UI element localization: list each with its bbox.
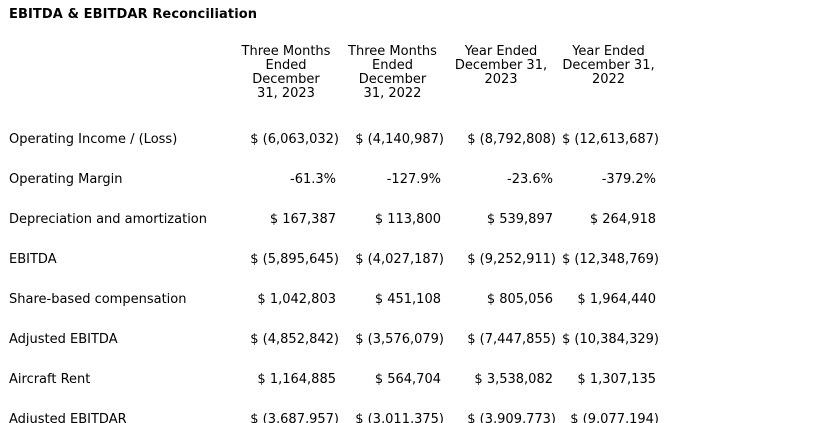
- table-row: Depreciation and amortization $ 167,387 $ …: [9, 199, 660, 239]
- row-label: EBITDA: [9, 251, 57, 267]
- cell-value: $ (4,852,842): [250, 331, 339, 347]
- cell-value: -379.2%: [601, 171, 656, 187]
- cell-value: $ 1,964,440: [577, 291, 656, 307]
- corner-cell: [9, 45, 232, 119]
- column-header-0: Three Months Ended December 31, 2023: [241, 44, 331, 101]
- table-row: Adjusted EBITDA $ (4,852,842) $ (3,576,079…: [9, 319, 660, 359]
- cell-value: -127.9%: [386, 171, 441, 187]
- table-row: Operating Margin -61.3% -127.9% -23.6% -379.…: [9, 159, 660, 199]
- cell-value: $ (8,792,808): [467, 131, 556, 147]
- column-header-1: Three Months Ended December 31, 2022: [348, 44, 437, 101]
- cell-value: $ (12,613,687): [562, 131, 659, 147]
- cell-value: $ (6,063,032): [250, 131, 339, 147]
- row-label: Aircraft Rent: [9, 371, 91, 387]
- page-title: EBITDA & EBITDAR Reconciliation: [9, 7, 258, 22]
- cell-value: $ 113,800: [374, 211, 441, 227]
- reconciliation-table: Three Months Ended December 31, 2023 Thre…: [9, 45, 660, 423]
- column-header-3: Year Ended December 31, 2022: [562, 44, 655, 87]
- table-body: Operating Income / (Loss) $ (6,063,032) $ …: [9, 119, 660, 423]
- cell-value: $ (7,447,855): [467, 331, 556, 347]
- cell-value: $ (3,576,079): [355, 331, 444, 347]
- cell-value: $ (9,252,911): [467, 251, 556, 267]
- cell-value: $ 451,108: [374, 291, 441, 307]
- table-row: EBITDA $ (5,895,645) $ (4,027,187) $ (9,252…: [9, 239, 660, 279]
- cell-value: $ 805,056: [486, 291, 553, 307]
- cell-value: $ (4,140,987): [355, 131, 444, 147]
- row-label: Operating Margin: [9, 171, 123, 187]
- cell-value: $ (9,077,194): [570, 411, 659, 423]
- table-row: Adjusted EBITDAR $ (3,687,957) $ (3,011,37…: [9, 399, 660, 423]
- cell-value: $ 264,918: [589, 211, 656, 227]
- cell-value: $ (3,909,773): [467, 411, 556, 423]
- row-label: Adjusted EBITDAR: [9, 411, 127, 423]
- cell-value: $ (12,348,769): [562, 251, 659, 267]
- cell-value: $ 167,387: [269, 211, 336, 227]
- row-label: Depreciation and amortization: [9, 211, 207, 227]
- cell-value: $ (10,384,329): [562, 331, 659, 347]
- table-row: Operating Income / (Loss) $ (6,063,032) $ …: [9, 119, 660, 159]
- cell-value: $ 539,897: [486, 211, 553, 227]
- table-row: Aircraft Rent $ 1,164,885 $ 564,704 $ 3,538…: [9, 359, 660, 399]
- cell-value: $ (3,687,957): [250, 411, 339, 423]
- cell-value: $ 1,164,885: [257, 371, 336, 387]
- table-row: Share-based compensation $ 1,042,803 $ 451…: [9, 279, 660, 319]
- row-label: Adjusted EBITDA: [9, 331, 118, 347]
- cell-value: $ (3,011,375): [355, 411, 444, 423]
- cell-value: -61.3%: [290, 171, 336, 187]
- cell-value: $ 564,704: [374, 371, 441, 387]
- cell-value: -23.6%: [507, 171, 553, 187]
- row-label: Share-based compensation: [9, 291, 187, 307]
- column-header-2: Year Ended December 31, 2023: [454, 44, 548, 87]
- table-header-row: Three Months Ended December 31, 2023 Thre…: [9, 45, 660, 119]
- cell-value: $ 1,042,803: [257, 291, 336, 307]
- cell-value: $ (5,895,645): [250, 251, 339, 267]
- cell-value: $ 1,307,135: [577, 371, 656, 387]
- row-label: Operating Income / (Loss): [9, 131, 178, 147]
- cell-value: $ 3,538,082: [474, 371, 553, 387]
- cell-value: $ (4,027,187): [355, 251, 444, 267]
